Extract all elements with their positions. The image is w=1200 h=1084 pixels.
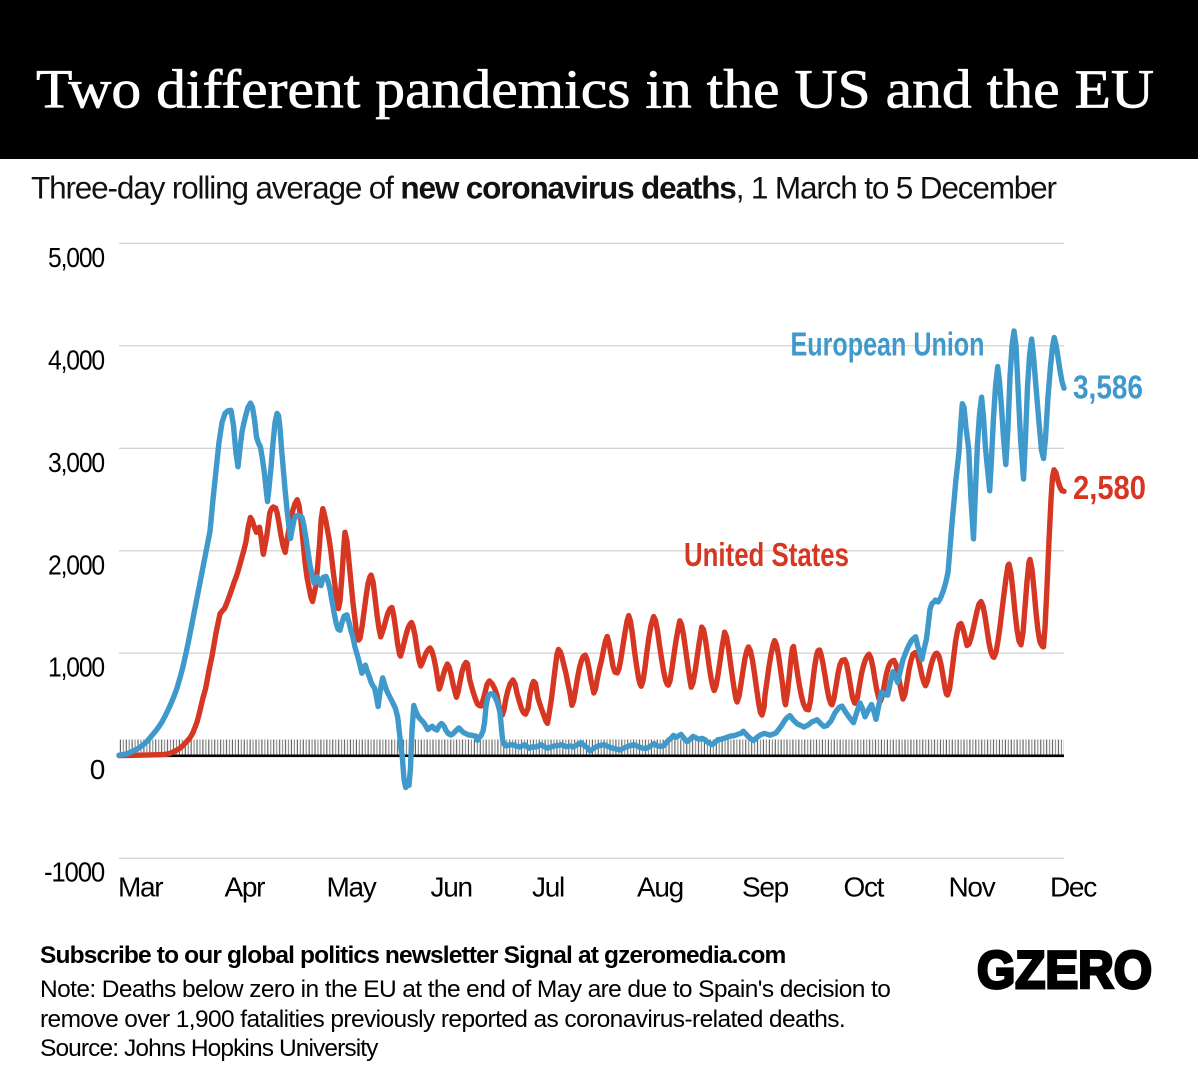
svg-text:GZERO: GZERO [977, 941, 1152, 1000]
svg-text:4,000: 4,000 [48, 344, 105, 375]
svg-text:remove over 1,900 fatalities p: remove over 1,900 fatalities previously … [40, 1006, 845, 1033]
svg-text:Jun: Jun [431, 872, 472, 903]
svg-text:5,000: 5,000 [48, 242, 105, 273]
svg-text:Apr: Apr [225, 872, 266, 903]
svg-text:European Union: European Union [791, 326, 985, 363]
svg-text:Jul: Jul [532, 872, 564, 903]
svg-text:2,580: 2,580 [1073, 469, 1146, 506]
svg-text:Two different pandemics in the: Two different pandemics in the US and th… [36, 59, 1154, 120]
svg-text:Oct: Oct [844, 872, 885, 903]
svg-text:Subscribe to our global politi: Subscribe to our global politics newslet… [40, 942, 785, 969]
svg-text:Three-day rolling average of n: Three-day rolling average of new coronav… [31, 170, 1057, 206]
svg-text:2,000: 2,000 [48, 549, 105, 580]
svg-text:Sep: Sep [742, 872, 789, 903]
svg-text:Aug: Aug [637, 872, 683, 903]
svg-text:Note: Deaths below zero in the: Note: Deaths below zero in the EU at the… [40, 976, 890, 1003]
svg-text:Nov: Nov [949, 872, 996, 903]
svg-text:1,000: 1,000 [48, 652, 105, 683]
svg-text:-1000: -1000 [44, 857, 105, 888]
svg-text:Mar: Mar [118, 872, 163, 903]
svg-text:Source: Johns Hopkins Universi: Source: Johns Hopkins University [40, 1035, 379, 1062]
svg-text:Dec: Dec [1050, 872, 1097, 903]
svg-text:3,000: 3,000 [48, 447, 105, 478]
svg-text:0: 0 [90, 754, 105, 785]
svg-text:3,586: 3,586 [1073, 369, 1143, 406]
svg-text:United States: United States [684, 536, 849, 573]
svg-text:May: May [327, 872, 377, 903]
